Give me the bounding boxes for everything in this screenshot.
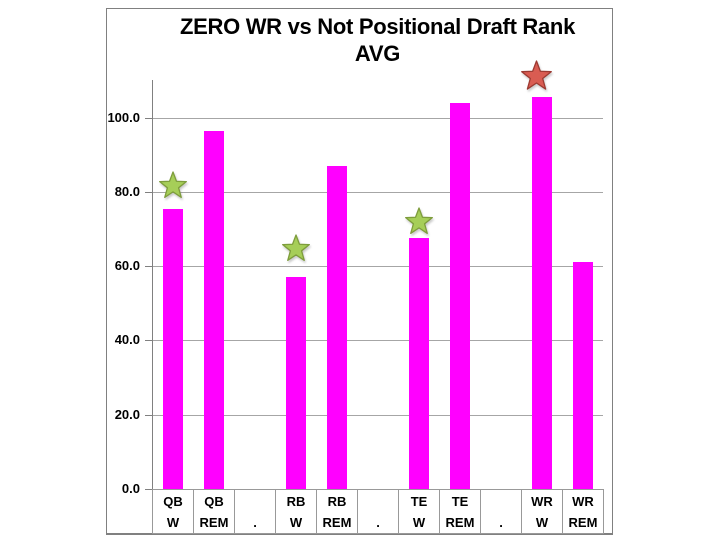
chart-frame [106, 8, 613, 535]
y-tick-label: 0.0 [121, 481, 140, 496]
category-sub-label: . [499, 515, 503, 530]
y-axis-tick [145, 489, 152, 490]
y-tick-label: 80.0 [114, 183, 140, 199]
category-cell-gap: . [358, 490, 399, 533]
y-axis-tick [145, 340, 152, 342]
y-axis-line [152, 80, 153, 489]
y-axis-tick [145, 117, 152, 119]
category-cell-wr-w: WR W [522, 490, 563, 533]
category-group-label: QB [163, 494, 183, 509]
gridline-100 [153, 117, 603, 119]
category-cell-te-rem: TE REM [440, 490, 481, 533]
bar-wr-rem [572, 262, 593, 489]
y-axis-tick [145, 191, 152, 193]
bar-rb-rem [326, 165, 347, 489]
gridline-40 [153, 340, 603, 342]
y-tick-label: 20.0 [114, 406, 140, 422]
y-axis-tick [145, 266, 152, 268]
bar-qb-w [162, 208, 183, 489]
chart-title-line2: AVG [354, 41, 401, 66]
gridline-60 [153, 266, 603, 268]
category-group-label: TE [451, 494, 469, 509]
y-tick-label: 60.0 [114, 258, 140, 274]
bar-rb-w [285, 277, 306, 489]
category-cell-qb-w: QB W [153, 490, 194, 533]
star-marker-green-qb-w [158, 171, 187, 199]
star-marker-green-te-w [404, 206, 433, 234]
category-sub-label: W [412, 515, 426, 530]
category-sub-label: . [253, 515, 257, 530]
category-cell-te-w: TE W [399, 490, 440, 533]
gridline-20 [153, 414, 603, 416]
bar-wr-w [531, 97, 552, 489]
category-sub-label: REM [199, 515, 229, 530]
bar-te-rem [449, 102, 470, 489]
y-axis-tick [145, 414, 152, 416]
category-cell-qb-rem: QB REM [194, 490, 235, 533]
category-cell-rb-rem: RB REM [317, 490, 358, 533]
bar-te-w [408, 238, 429, 489]
category-group-label: TE [410, 494, 428, 509]
category-cell-gap: . [481, 490, 522, 533]
category-sub-label: REM [445, 515, 475, 530]
star-marker-red-wr-w [521, 60, 552, 90]
chart-title: ZERO WR vs Not Positional Draft Rank AVG [152, 13, 603, 67]
category-group-label: WR [531, 494, 553, 509]
category-sub-label: W [535, 515, 549, 530]
category-sub-label: . [376, 515, 380, 530]
gridline-80 [153, 191, 603, 193]
category-sub-label: W [166, 515, 180, 530]
category-sub-label: REM [322, 515, 352, 530]
category-cell-wr-rem: WR REM [563, 490, 604, 533]
bar-qb-rem [203, 130, 224, 489]
y-tick-label: 100.0 [107, 109, 140, 125]
category-cell-rb-w: RB W [276, 490, 317, 533]
category-group-label: RB [286, 494, 306, 509]
chart-title-line1: ZERO WR vs Not Positional Draft Rank [179, 14, 576, 39]
category-sub-label: REM [568, 515, 598, 530]
category-sub-label: W [289, 515, 303, 530]
star-marker-green-rb-w [281, 234, 310, 262]
y-tick-label: 40.0 [114, 332, 140, 348]
category-group-label: WR [572, 494, 594, 509]
category-group-label: RB [327, 494, 347, 509]
category-axis: QB W QB REM. RB W RB REM. TE W TE REM. WR W WR REM [152, 489, 604, 534]
category-cell-gap: . [235, 490, 276, 533]
category-group-label: QB [204, 494, 224, 509]
